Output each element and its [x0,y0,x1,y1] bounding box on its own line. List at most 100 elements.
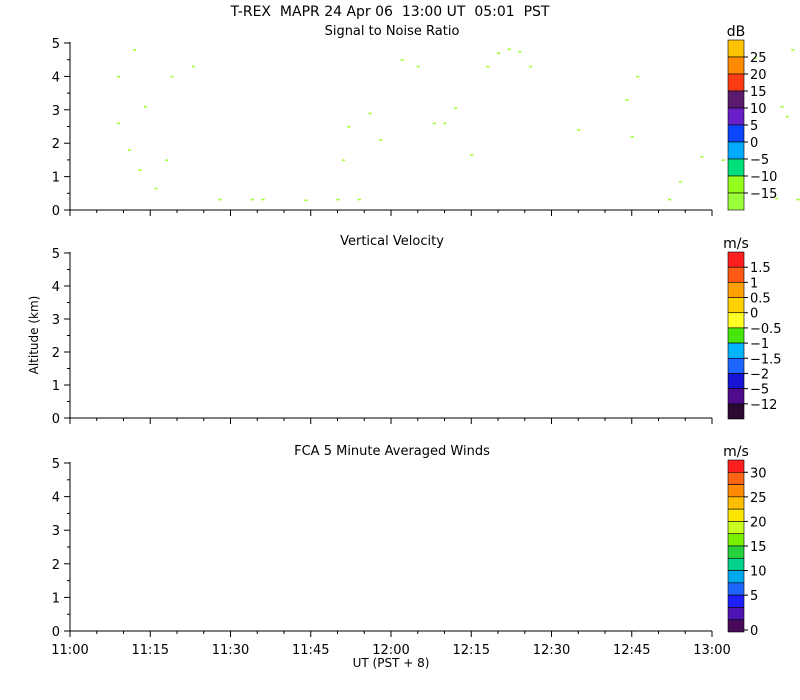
snr-data-point [529,65,533,68]
y-tick-label: 1 [52,379,60,394]
snr-data-point [138,169,142,171]
snr-data-point [625,99,629,101]
snr-data-point [753,57,757,60]
colorbar-label: −2 [750,367,769,382]
snr-data-point [117,122,121,125]
snr-data-point [261,198,265,201]
snr-data-point [368,112,372,115]
colorbar-swatch [727,388,745,405]
y-tick-label: 2 [52,137,60,152]
colorbar-label: 0 [750,624,758,639]
snr-data-point [127,149,131,151]
colorbar-swatch [727,90,745,109]
snr-data-point [700,156,704,158]
snr-data-point [154,187,158,190]
snr-data-point [678,181,682,183]
snr-data-point [518,50,522,53]
y-tick-label: 1 [52,171,60,186]
x-tick-label: 12:30 [533,643,570,658]
snr-data-point [379,139,383,141]
colorbar-label: 0 [750,136,758,151]
colorbar-label: 0 [750,307,758,322]
figure-title: T-REX MAPR 24 Apr 06 13:00 UT 05:01 PST [230,4,550,20]
colorbar-swatch [727,607,745,621]
y-axis-label: Altitude (km) [27,296,41,375]
y-tick-label: 1 [52,591,60,606]
snr-data-point [357,198,361,201]
snr-data-point [507,48,511,51]
colorbar-swatch [727,471,745,485]
y-tick-label: 3 [52,524,60,539]
colorbar-label: −5 [750,383,769,398]
colorbar-label: 5 [750,119,758,134]
colorbar-swatch [727,266,745,283]
snr-data-point [133,49,137,51]
snr-data-point [785,115,789,118]
y-tick-label: 5 [52,457,60,472]
colorbar-label: 10 [750,565,767,580]
snr-data-point [780,105,784,108]
snr-data-point [170,75,174,78]
colorbar-swatch [727,39,745,58]
snr-data-point [400,59,404,61]
x-axis-label: UT (PST + 8) [353,656,430,670]
y-tick-label: 4 [52,70,60,85]
colorbar-unit: dB [727,24,746,40]
y-tick-label: 4 [52,491,60,506]
snr-data-point [165,159,169,161]
x-tick-label: 11:45 [292,643,329,658]
y-tick-label: 5 [52,37,60,52]
colorbar-swatch [727,594,745,608]
snr-data-point [775,197,779,200]
snr-data-point [250,198,254,201]
y-tick-label: 2 [52,558,60,573]
snr-data-point [577,129,581,131]
colorbar-label: −1.5 [750,352,782,367]
colorbar-swatch [727,73,745,92]
colorbar-unit: m/s [723,444,749,460]
colorbar-swatch [727,312,745,329]
colorbar-swatch [727,124,745,143]
colorbar-swatch [727,496,745,510]
snr-data-point [416,65,420,68]
colorbar-swatch [727,582,745,596]
colorbar-swatch [727,56,745,75]
snr-data-point [497,52,500,55]
colorbar-swatch [727,141,745,160]
snr-data-point [486,65,490,68]
panel-title: Vertical Velocity [340,234,444,249]
y-tick-label: 3 [52,104,60,119]
x-tick-label: 12:00 [372,643,409,658]
colorbar-swatch [727,251,745,268]
colorbar-label: 25 [750,491,767,506]
colorbar-swatch [727,297,745,314]
y-tick-label: 3 [52,313,60,328]
colorbar-label: 15 [750,540,767,555]
colorbar-label: −0.5 [750,322,782,337]
snr-data-point [336,198,340,201]
colorbar-swatch [727,342,745,359]
colorbar-label: 1.5 [750,261,771,276]
snr-data-point [791,49,795,51]
snr-data-point [117,75,121,78]
x-tick-label: 12:45 [613,643,650,658]
colorbar-label: 1 [750,276,758,291]
x-tick-label: 12:15 [453,643,490,658]
colorbar-label: 30 [750,466,767,481]
colorbar-swatch [727,192,745,211]
snr-data-point [341,159,345,161]
colorbar-label: −15 [750,187,777,202]
colorbar-swatch [727,484,745,498]
y-tick-label: 5 [52,247,60,262]
colorbar-swatch [727,508,745,522]
colorbar-swatch [727,533,745,547]
snr-data-point [218,198,222,201]
colorbar-swatch [727,175,745,194]
colorbar-label: −12 [750,398,777,413]
colorbar-swatch [727,521,745,535]
colorbar-label: 10 [750,102,767,117]
y-tick-label: 0 [52,204,60,219]
colorbar-label: 15 [750,85,767,100]
snr-data-point [636,75,640,78]
colorbar-label: −1 [750,337,769,352]
